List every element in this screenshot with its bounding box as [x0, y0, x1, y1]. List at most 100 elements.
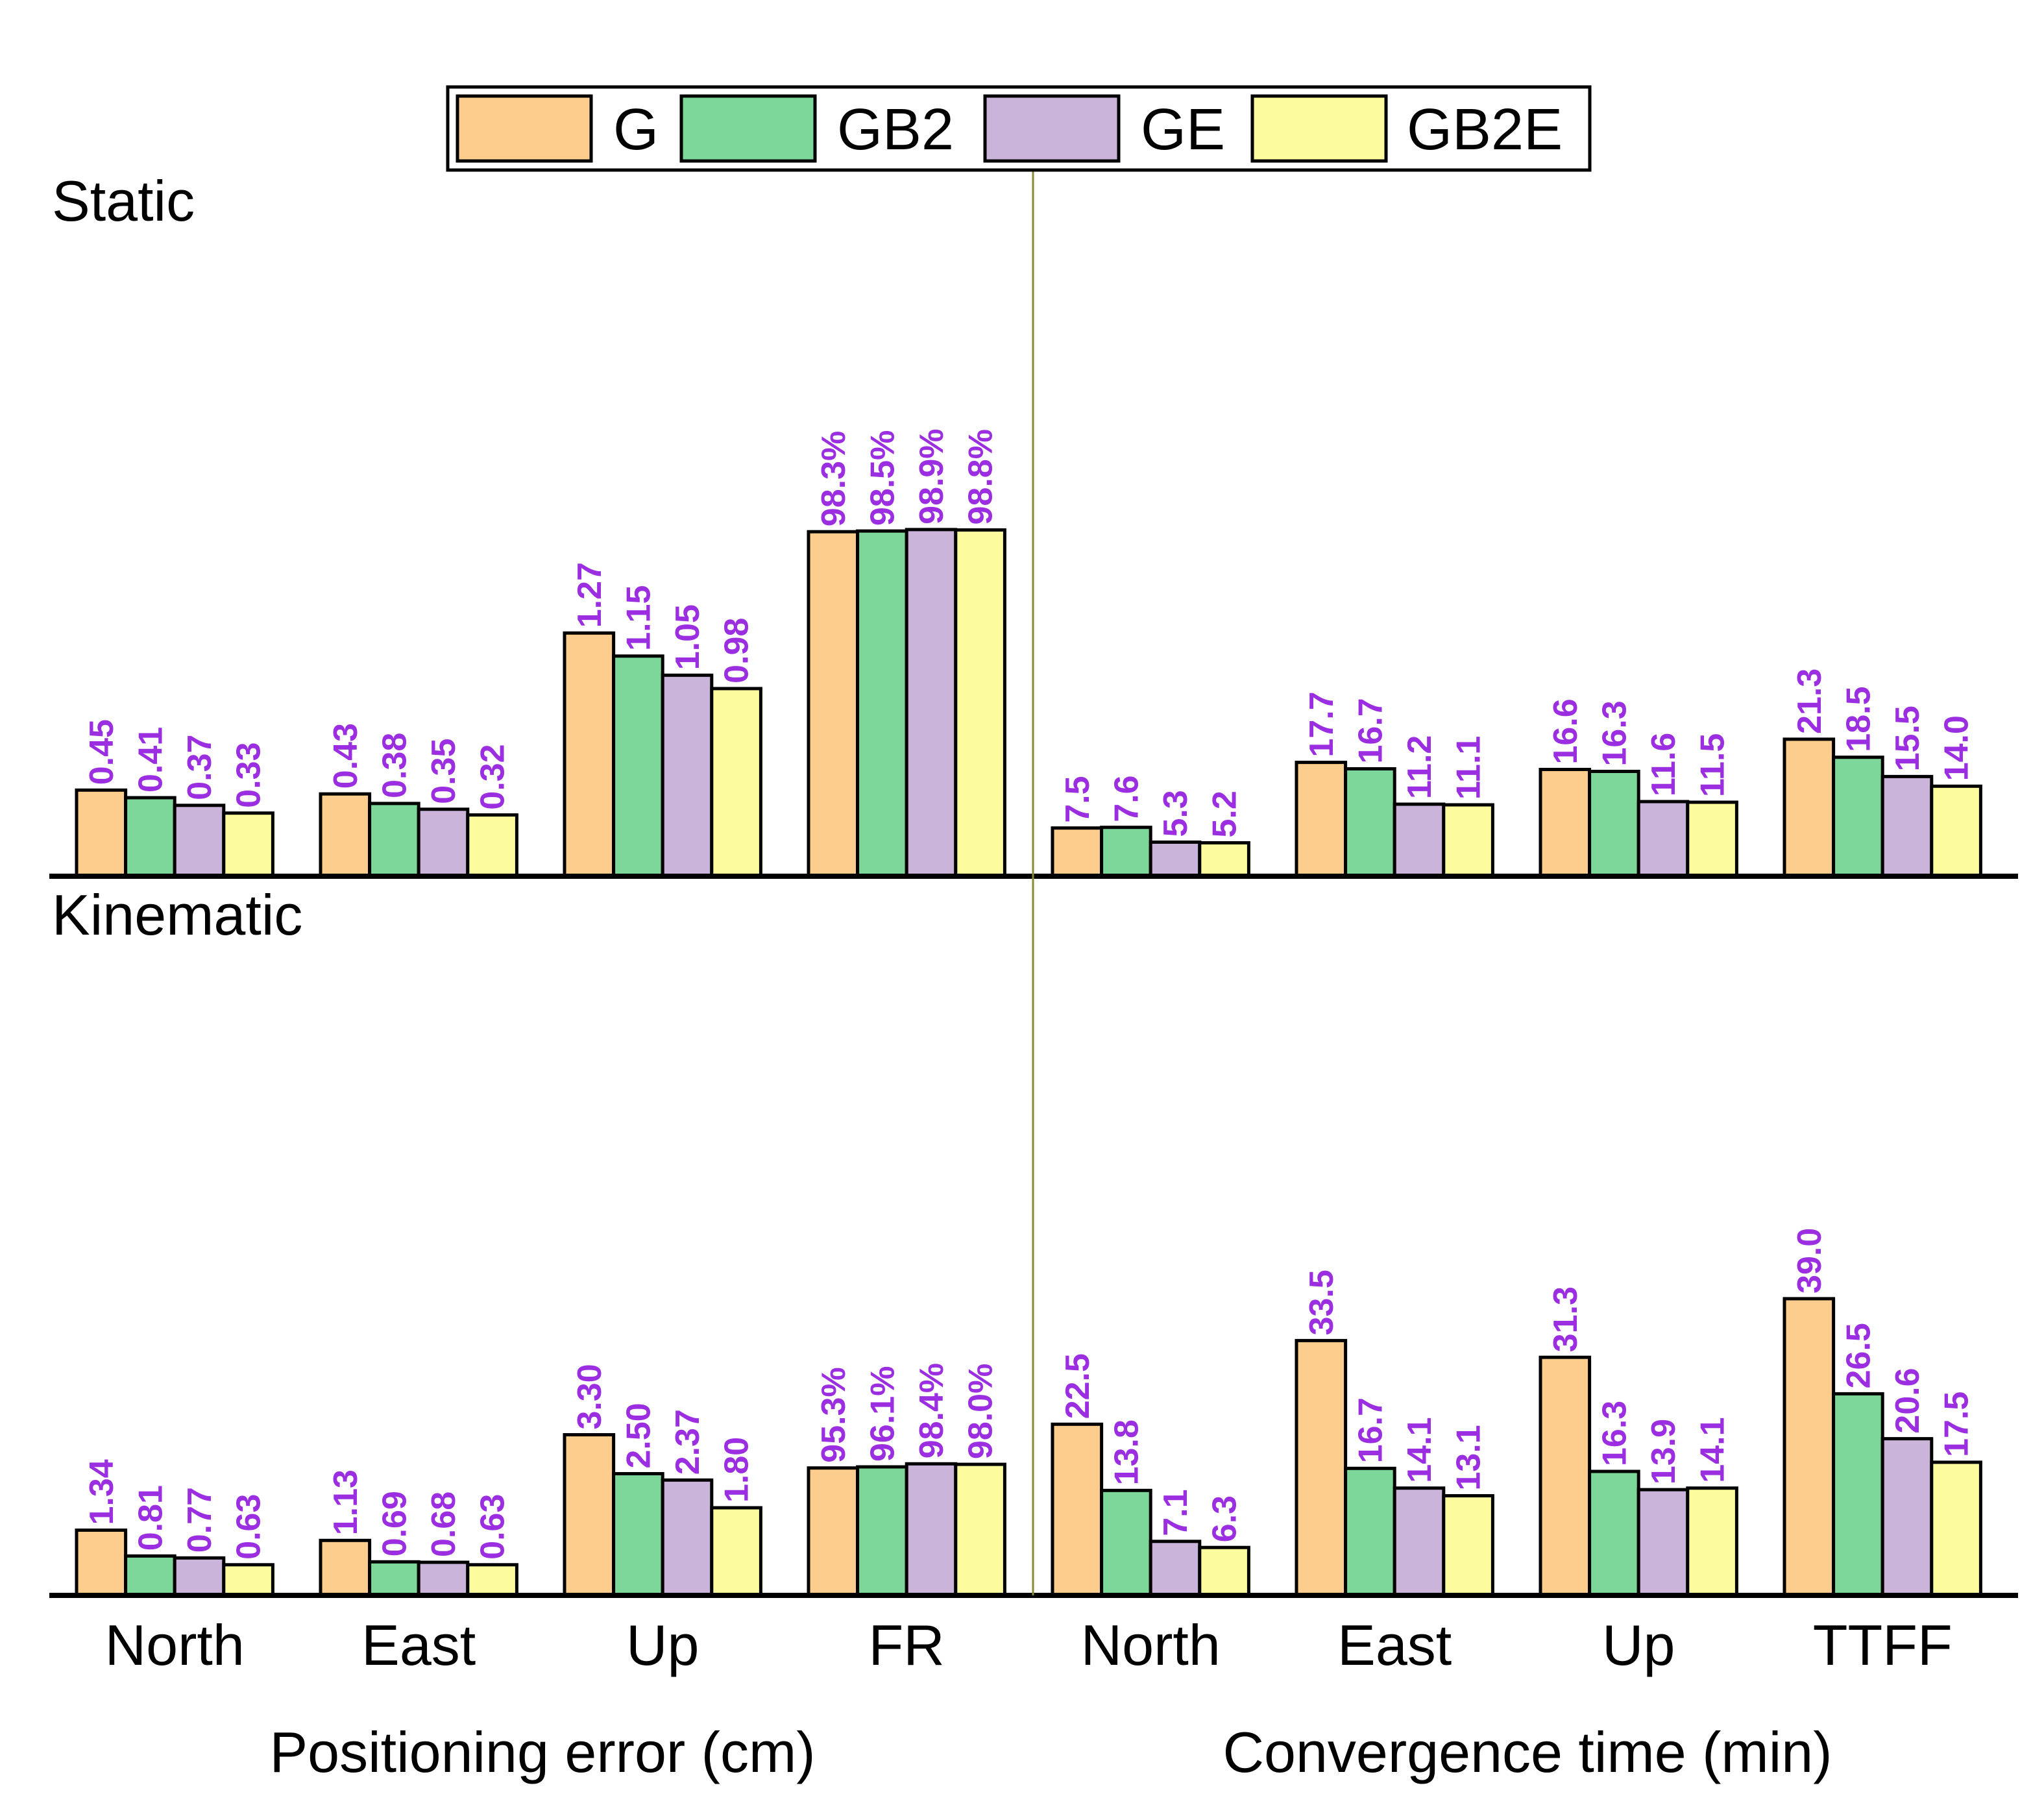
- bar-static-6-g: [1539, 768, 1592, 878]
- value-label-static-6-g: 16.6: [1547, 698, 1585, 764]
- value-label-kinematic-2-gb2: 2.50: [620, 1403, 657, 1468]
- bar-static-6-gb2e: [1686, 800, 1738, 878]
- bars-layer: [75, 528, 1982, 1597]
- category-label-5: East: [1337, 1613, 1452, 1677]
- category-label-3: FR: [869, 1613, 945, 1677]
- value-label-kinematic-7-gb2e: 17.5: [1938, 1392, 1976, 1457]
- bar-kinematic-7-g: [1782, 1297, 1836, 1597]
- bar-static-6-ge: [1636, 800, 1690, 878]
- bar-kinematic-5-gb2: [1344, 1466, 1396, 1597]
- value-label-kinematic-4-gb2: 13.8: [1108, 1419, 1145, 1485]
- bar-static-3-g: [807, 530, 860, 878]
- bar-kinematic-1-ge: [417, 1560, 470, 1597]
- bar-kinematic-5-gb2e: [1442, 1494, 1494, 1597]
- category-label-0: North: [105, 1613, 245, 1677]
- bar-static-4-ge: [1149, 841, 1202, 878]
- bar-kinematic-6-gb2: [1588, 1469, 1640, 1597]
- bar-kinematic-4-gb2e: [1198, 1545, 1250, 1597]
- bar-kinematic-0-gb2: [124, 1554, 176, 1597]
- value-label-static-6-gb2e: 11.5: [1694, 733, 1732, 797]
- bar-static-4-gb2e: [1198, 841, 1250, 878]
- bar-kinematic-3-gb2e: [954, 1462, 1006, 1597]
- bar-static-0-ge: [173, 804, 226, 878]
- value-label-kinematic-1-g: 1.13: [327, 1469, 365, 1535]
- value-label-kinematic-1-gb2e: 0.63: [474, 1494, 512, 1560]
- bar-kinematic-2-gb2e: [710, 1506, 762, 1597]
- bar-static-5-ge: [1393, 802, 1446, 878]
- bar-static-2-gb2: [612, 654, 664, 878]
- value-label-kinematic-4-g: 22.5: [1059, 1353, 1097, 1419]
- bar-static-5-gb2: [1344, 767, 1396, 878]
- value-label-kinematic-1-ge: 0.68: [425, 1492, 463, 1557]
- value-label-static-2-gb2: 1.15: [620, 585, 657, 651]
- bar-static-3-gb2: [856, 529, 908, 878]
- value-label-static-5-g: 17.7: [1303, 691, 1341, 757]
- value-labels-layer: 0.45 0.41 0.37 0.33 0.43 0.38 0.35 0.32 1.27 1.15…: [83, 428, 1976, 1559]
- value-label-kinematic-0-g: 1.34: [83, 1459, 121, 1525]
- value-label-static-2-gb2e: 0.98: [718, 618, 756, 683]
- bar-static-6-gb2: [1588, 770, 1640, 878]
- bar-kinematic-2-gb2: [612, 1472, 664, 1597]
- bar-kinematic-0-ge: [173, 1556, 226, 1597]
- value-label-static-5-gb2e: 11.1: [1450, 736, 1488, 800]
- category-label-7: TTFF: [1813, 1613, 1953, 1677]
- category-label-4: North: [1081, 1613, 1221, 1677]
- value-label-kinematic-5-ge: 14.1: [1401, 1417, 1439, 1482]
- value-label-static-0-ge: 0.37: [181, 735, 219, 800]
- value-label-kinematic-6-g: 31.3: [1547, 1286, 1585, 1352]
- value-label-static-4-ge: 5.3: [1157, 790, 1195, 837]
- category-label-2: Up: [626, 1613, 700, 1677]
- bar-static-0-gb2: [124, 796, 176, 878]
- value-label-kinematic-3-gb2e: 98.0%: [962, 1364, 1000, 1459]
- bar-kinematic-1-gb2: [368, 1560, 420, 1597]
- value-label-static-6-ge: 11.6: [1645, 733, 1683, 796]
- value-label-kinematic-7-gb2: 26.5: [1840, 1323, 1877, 1388]
- value-label-kinematic-0-ge: 0.77: [181, 1487, 219, 1553]
- value-label-static-2-ge: 1.05: [669, 604, 707, 670]
- value-label-kinematic-2-gb2e: 1.80: [718, 1437, 756, 1503]
- value-label-static-3-g: 98.3%: [815, 431, 853, 526]
- group-label-positioning: Positioning error (cm): [269, 1720, 815, 1784]
- bar-kinematic-6-g: [1539, 1355, 1592, 1597]
- bar-static-3-gb2e: [954, 528, 1006, 878]
- value-label-static-0-gb2e: 0.33: [230, 742, 268, 807]
- value-label-static-7-ge: 15.5: [1889, 706, 1927, 771]
- value-label-static-6-gb2: 16.3: [1596, 700, 1633, 766]
- value-label-static-7-g: 21.3: [1791, 669, 1829, 734]
- legend-swatch-g: [456, 94, 593, 163]
- bar-static-4-g: [1051, 826, 1104, 878]
- legend-label-g: G: [613, 97, 659, 162]
- legend-swatch-gb2: [679, 94, 817, 163]
- value-label-kinematic-4-gb2e: 6.3: [1206, 1495, 1244, 1542]
- bar-kinematic-4-g: [1051, 1422, 1104, 1597]
- legend-swatch-gb2e: [1250, 94, 1388, 163]
- value-label-kinematic-6-ge: 13.9: [1645, 1419, 1683, 1484]
- bar-static-1-gb2: [368, 802, 420, 878]
- bar-static-0-gb2e: [222, 811, 274, 878]
- value-label-kinematic-1-gb2: 0.69: [376, 1491, 413, 1556]
- value-label-static-4-gb2e: 5.2: [1206, 791, 1244, 837]
- panel-title-kinematic: Kinematic: [52, 883, 302, 947]
- bar-kinematic-5-ge: [1393, 1486, 1446, 1597]
- value-label-static-0-g: 0.45: [83, 719, 121, 785]
- value-label-kinematic-3-gb2: 96.1%: [864, 1366, 901, 1462]
- bar-static-7-gb2: [1832, 756, 1884, 878]
- legend: G GB2 GE GB2E: [446, 85, 1592, 172]
- value-label-kinematic-6-gb2: 16.3: [1596, 1401, 1633, 1466]
- category-label-6: Up: [1602, 1613, 1675, 1677]
- panel-title-static: Static: [52, 169, 195, 233]
- bar-static-5-g: [1295, 761, 1348, 878]
- value-label-kinematic-2-ge: 2.37: [669, 1409, 707, 1475]
- bar-kinematic-4-ge: [1149, 1540, 1202, 1597]
- bar-kinematic-1-g: [319, 1538, 372, 1597]
- bar-kinematic-2-g: [563, 1433, 616, 1597]
- bar-kinematic-1-gb2e: [466, 1563, 518, 1597]
- value-label-static-4-g: 7.5: [1059, 776, 1097, 822]
- value-label-static-3-gb2e: 98.8%: [962, 429, 1000, 524]
- bar-kinematic-3-g: [807, 1466, 860, 1597]
- value-label-static-5-ge: 11.2: [1401, 735, 1439, 799]
- value-label-kinematic-5-g: 33.5: [1303, 1270, 1341, 1335]
- bar-static-2-gb2e: [710, 687, 762, 878]
